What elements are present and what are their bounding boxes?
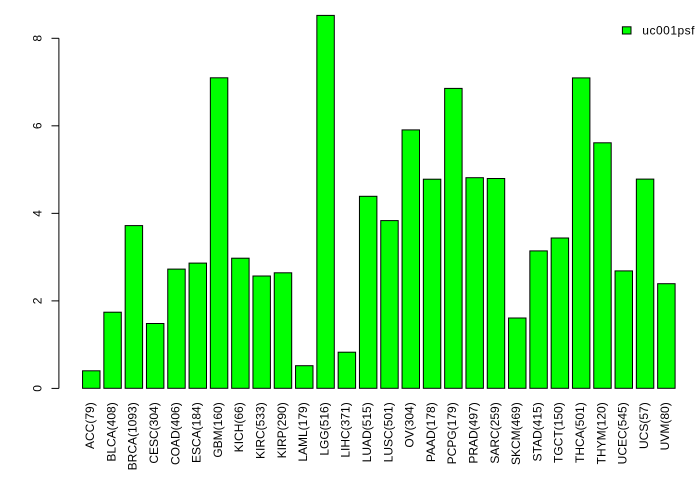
svg-text:LUSC(501): LUSC(501) bbox=[381, 402, 395, 462]
svg-text:LGG(516): LGG(516) bbox=[317, 402, 331, 455]
svg-text:TGCT(150): TGCT(150) bbox=[552, 402, 566, 463]
svg-text:uc001psf: uc001psf bbox=[642, 24, 695, 38]
svg-text:8: 8 bbox=[31, 35, 45, 42]
svg-text:LIHC(371): LIHC(371) bbox=[339, 402, 353, 457]
svg-text:PRAD(497): PRAD(497) bbox=[466, 402, 480, 463]
svg-text:0: 0 bbox=[31, 385, 45, 392]
svg-text:PAAD(178): PAAD(178) bbox=[424, 402, 438, 462]
svg-text:STAD(415): STAD(415) bbox=[530, 402, 544, 461]
svg-text:UCS(57): UCS(57) bbox=[637, 402, 651, 449]
svg-text:ESCA(184): ESCA(184) bbox=[190, 402, 204, 463]
svg-text:KIRP(290): KIRP(290) bbox=[275, 402, 289, 458]
svg-text:KIRC(533): KIRC(533) bbox=[253, 402, 267, 459]
svg-text:ACC(79): ACC(79) bbox=[83, 402, 97, 449]
svg-text:COAD(406): COAD(406) bbox=[168, 402, 182, 465]
svg-text:THCA(501): THCA(501) bbox=[573, 402, 587, 463]
svg-text:THYM(120): THYM(120) bbox=[594, 402, 608, 464]
svg-text:4: 4 bbox=[31, 210, 45, 217]
svg-text:BLCA(408): BLCA(408) bbox=[104, 402, 118, 461]
svg-text:LUAD(515): LUAD(515) bbox=[360, 402, 374, 462]
svg-text:UCEC(545): UCEC(545) bbox=[616, 402, 630, 464]
svg-text:UVM(80): UVM(80) bbox=[658, 402, 672, 450]
svg-text:6: 6 bbox=[31, 122, 45, 129]
svg-text:OV(304): OV(304) bbox=[403, 402, 417, 447]
svg-text:SARC(259): SARC(259) bbox=[488, 402, 502, 463]
svg-text:BRCA(1093): BRCA(1093) bbox=[126, 402, 140, 470]
svg-text:PCPG(179): PCPG(179) bbox=[445, 402, 459, 464]
svg-text:SKCM(469): SKCM(469) bbox=[509, 402, 523, 465]
svg-text:2: 2 bbox=[31, 297, 45, 304]
svg-text:LAML(179): LAML(179) bbox=[296, 402, 310, 461]
svg-text:CESC(304): CESC(304) bbox=[147, 402, 161, 463]
svg-text:GBM(160): GBM(160) bbox=[211, 402, 225, 457]
svg-text:KICH(66): KICH(66) bbox=[232, 402, 246, 452]
